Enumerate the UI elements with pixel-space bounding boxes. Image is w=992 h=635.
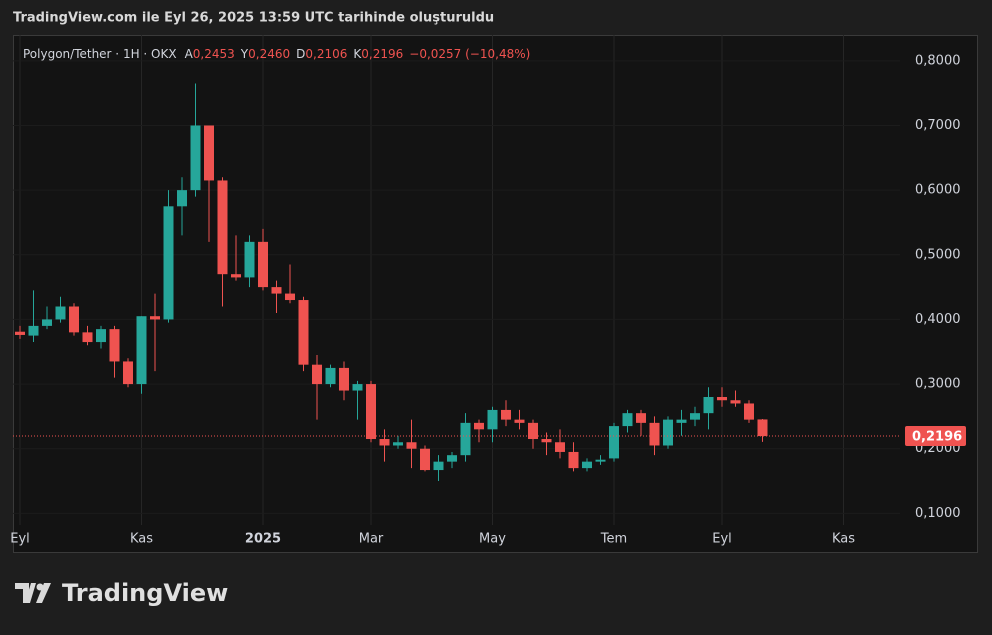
candle-body bbox=[636, 413, 646, 423]
chart-panel bbox=[13, 35, 978, 553]
candle-body bbox=[474, 422, 484, 430]
candle-body bbox=[15, 331, 25, 335]
candle-body bbox=[298, 300, 309, 365]
candle-body bbox=[69, 306, 79, 333]
candle-body bbox=[568, 451, 579, 469]
candle-body bbox=[96, 329, 106, 343]
x-tick-label: Eyl bbox=[10, 532, 30, 547]
ohlc-value: 0,2460 bbox=[248, 47, 290, 61]
candle-body bbox=[663, 419, 673, 446]
candle-body bbox=[285, 293, 295, 301]
candle-body bbox=[690, 413, 700, 420]
candle-body bbox=[609, 426, 619, 459]
candle-body bbox=[136, 316, 147, 385]
logo-icon bbox=[36, 583, 51, 603]
candle-body bbox=[447, 455, 457, 462]
candle-body bbox=[177, 190, 187, 207]
candle-body bbox=[55, 306, 66, 320]
caption: TradingView.com ile Eyl 26, 2025 13:59 U… bbox=[13, 11, 494, 26]
candle-body bbox=[649, 422, 660, 446]
y-tick-label: 0,5000 bbox=[915, 247, 961, 262]
chart-header: Polygon/Tether · 1H · OKX A0,2453 Y0,2460 D… bbox=[23, 47, 530, 61]
candle-body bbox=[582, 461, 592, 469]
y-tick-label: 0,6000 bbox=[915, 183, 961, 198]
candle-body bbox=[82, 332, 93, 343]
candle-body bbox=[501, 409, 511, 420]
candle-body bbox=[595, 459, 606, 462]
x-tick-label: Kas bbox=[832, 532, 855, 547]
candle-body bbox=[676, 419, 687, 423]
candle-body bbox=[42, 319, 52, 326]
candle-body bbox=[163, 206, 174, 320]
candle-body bbox=[339, 367, 349, 391]
candle-body bbox=[622, 413, 633, 427]
candle-body bbox=[744, 403, 754, 420]
candle-body bbox=[555, 442, 565, 452]
y-tick-label: 0,4000 bbox=[915, 312, 961, 327]
symbol-title: Polygon/Tether · 1H · OKX bbox=[23, 47, 177, 61]
candle-body bbox=[150, 316, 160, 320]
candle-body bbox=[109, 329, 120, 362]
ohlc-key: D bbox=[296, 47, 305, 61]
last-price-label: 0,2196 bbox=[912, 430, 962, 445]
ohlc-value: 0,2196 bbox=[361, 47, 403, 61]
candle-body bbox=[717, 397, 727, 401]
candle-body bbox=[730, 400, 741, 404]
candle-body bbox=[325, 367, 336, 385]
candle-body bbox=[271, 287, 282, 294]
x-tick-label: Tem bbox=[600, 532, 627, 547]
candle-body bbox=[312, 364, 322, 385]
x-tick-label: Mar bbox=[359, 532, 384, 547]
candle-body bbox=[460, 422, 471, 456]
x-tick-label: Eyl bbox=[712, 532, 732, 547]
brand-logo bbox=[15, 583, 51, 603]
candle-body bbox=[420, 448, 430, 471]
candle-body bbox=[487, 409, 498, 430]
last-price-tag bbox=[905, 426, 966, 447]
ohlc-value: 0,2453 bbox=[193, 47, 235, 61]
x-tick-label: May bbox=[479, 532, 506, 547]
candle-body bbox=[217, 180, 228, 275]
candle-body bbox=[244, 241, 255, 278]
candle-body bbox=[393, 442, 403, 446]
x-tick-label: Kas bbox=[130, 532, 153, 547]
candle-body bbox=[231, 274, 241, 278]
candle-body bbox=[28, 325, 39, 336]
candle-body bbox=[703, 397, 714, 414]
ohlc-value: 0,2106 bbox=[305, 47, 347, 61]
candle-body bbox=[406, 442, 417, 449]
candle-body bbox=[352, 384, 363, 391]
candle-body bbox=[379, 439, 390, 446]
brand-name: TradingView bbox=[62, 579, 228, 607]
ohlc-key: A bbox=[185, 47, 194, 61]
candle-body bbox=[204, 125, 214, 181]
ohlc-key: K bbox=[353, 47, 362, 61]
candle-body bbox=[514, 419, 525, 423]
candle-body bbox=[258, 241, 268, 288]
y-tick-label: 0,7000 bbox=[915, 118, 961, 133]
candle-body bbox=[433, 461, 444, 471]
ohlc-key: Y bbox=[240, 47, 249, 61]
y-tick-label: 0,1000 bbox=[915, 506, 961, 521]
y-tick-label: 0,8000 bbox=[915, 53, 961, 68]
change-value: −0,0257 (−10,48%) bbox=[409, 47, 530, 61]
candle-body bbox=[366, 384, 376, 440]
candle-body bbox=[757, 419, 768, 437]
y-tick-label: 0,3000 bbox=[915, 377, 961, 392]
candle-body bbox=[528, 422, 538, 440]
candle-body bbox=[190, 125, 201, 191]
logo-icon bbox=[15, 583, 36, 603]
candle-body bbox=[123, 361, 133, 385]
candle-body bbox=[541, 439, 552, 443]
x-tick-label: 2025 bbox=[245, 532, 281, 547]
plot: Eyl Kas 2025 Mar May Tem Eyl Kas0,10000,20000,3… bbox=[10, 35, 966, 547]
